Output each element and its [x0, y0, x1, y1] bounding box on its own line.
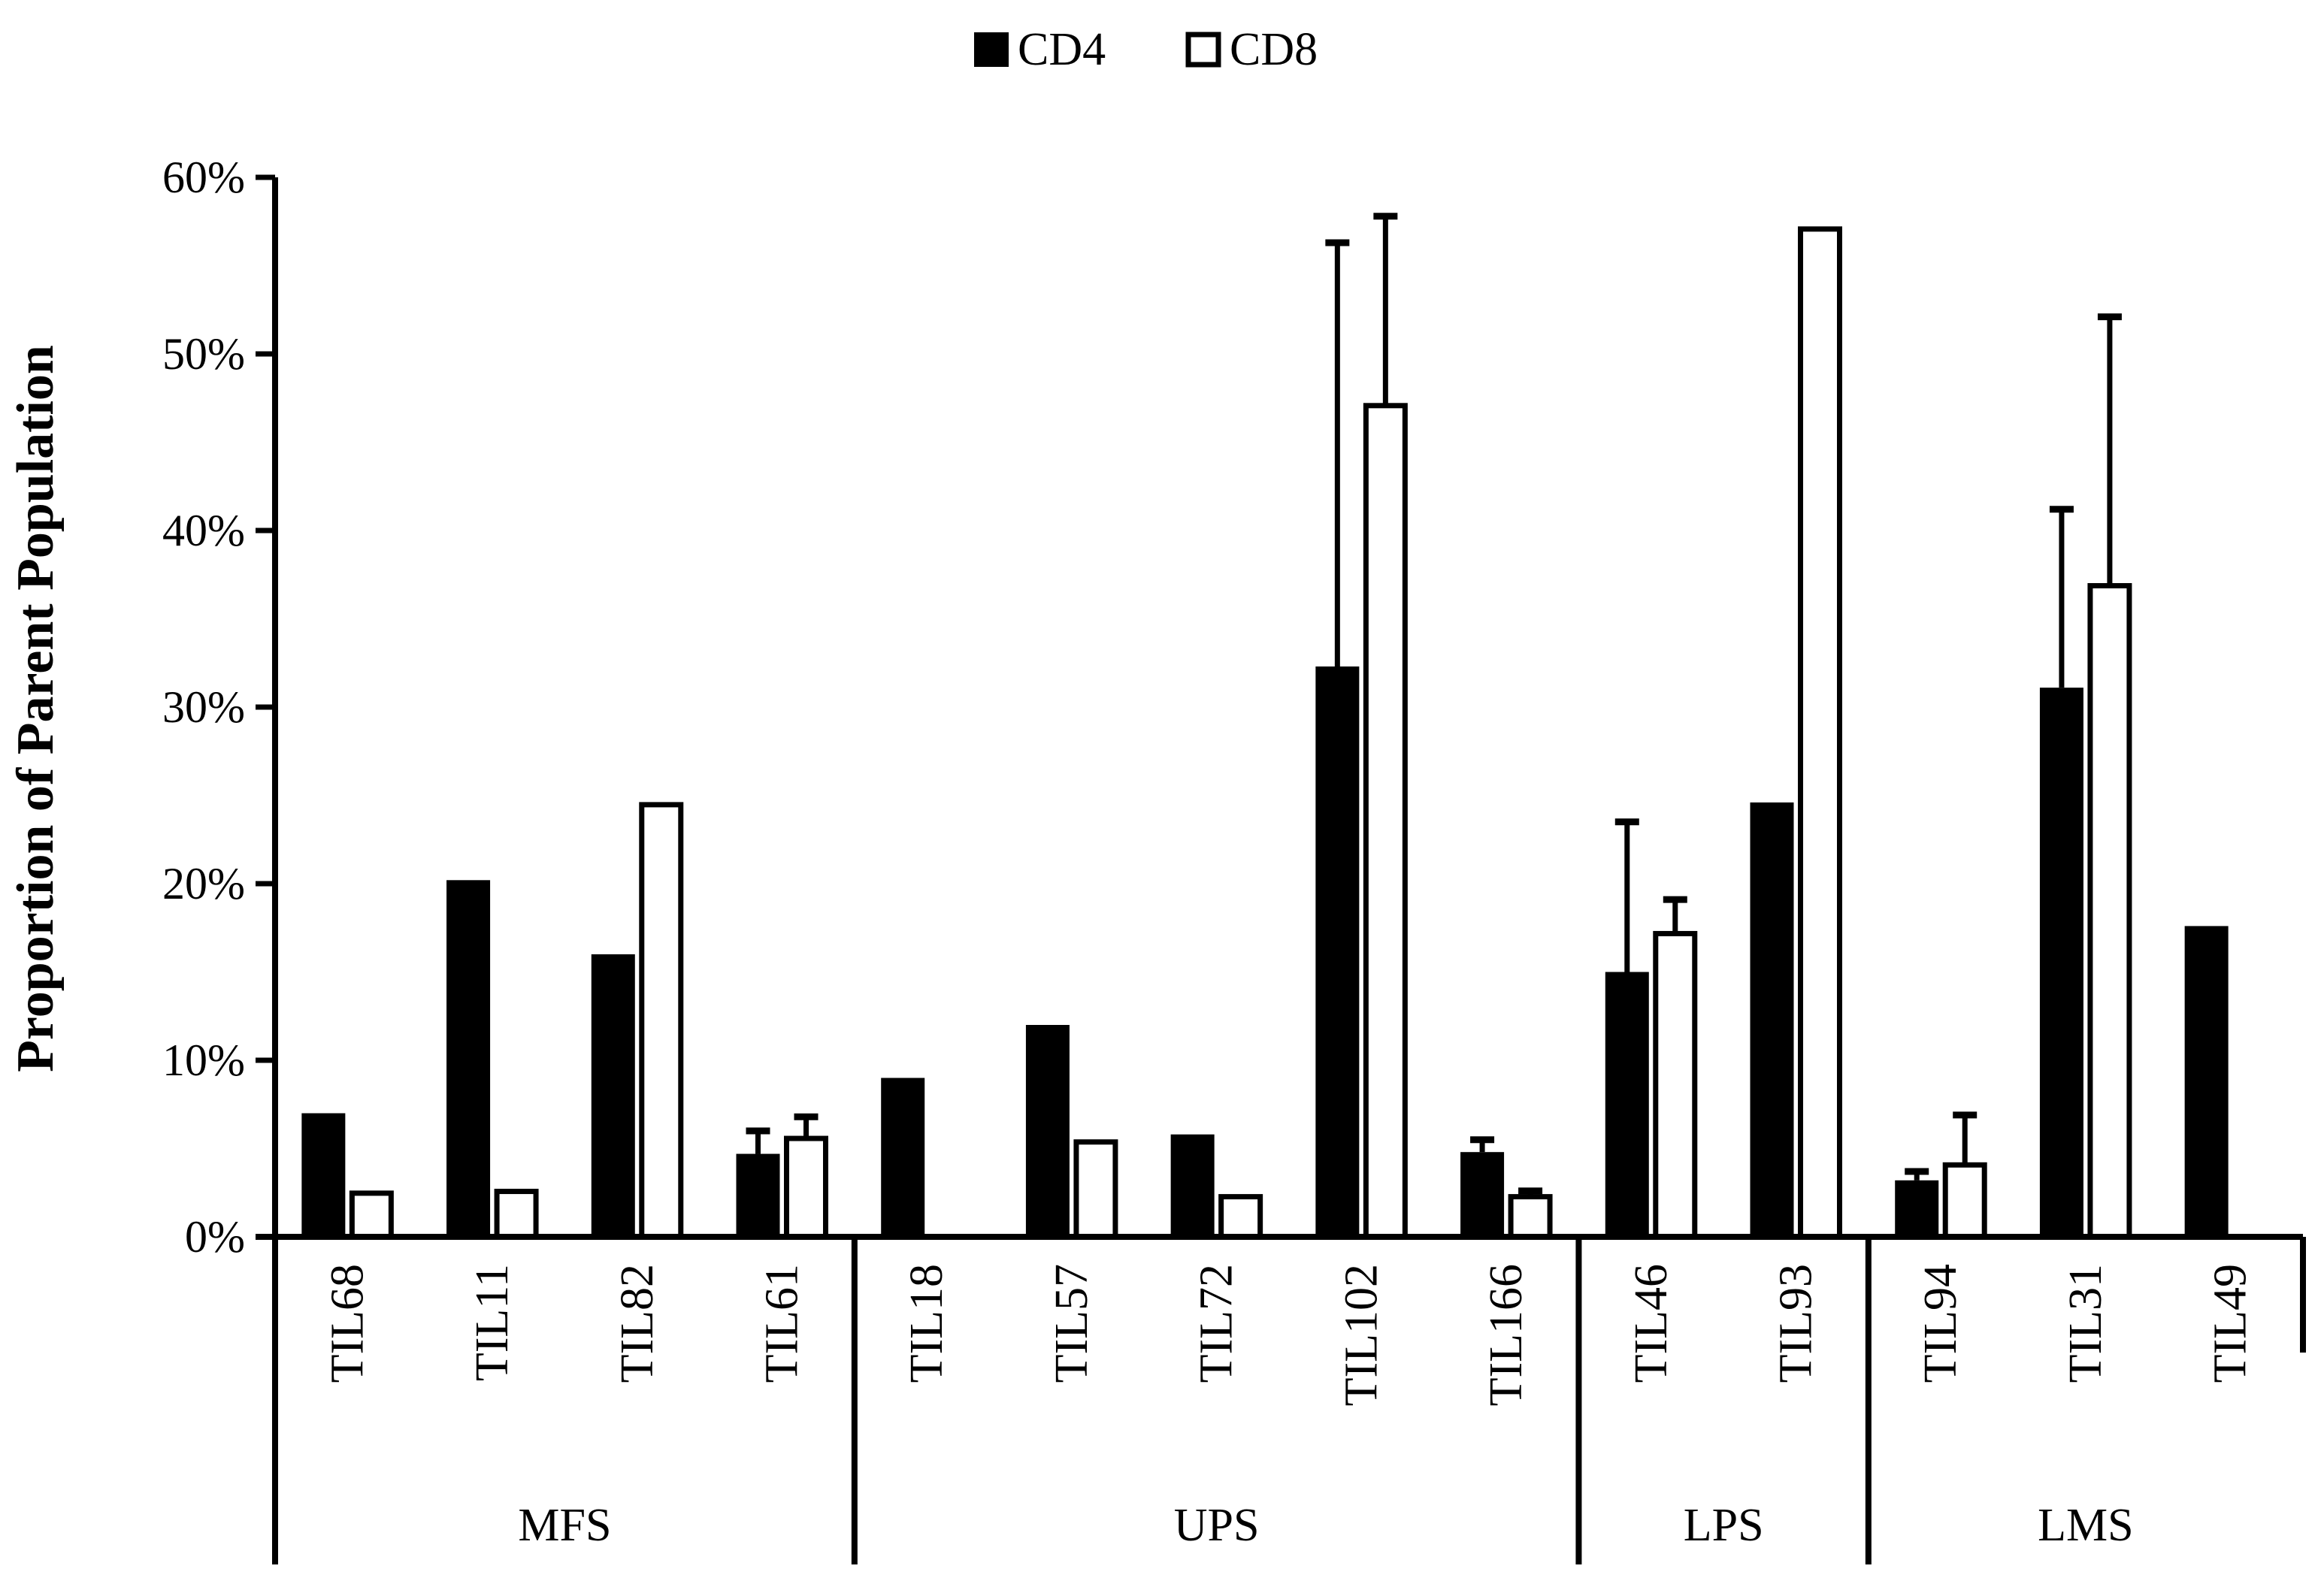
bar-cd8-til11	[494, 1189, 539, 1240]
group-label-mfs: MFS	[518, 1500, 611, 1551]
category-label-til11: TIL11	[467, 1264, 518, 1381]
bar-cd8-til57	[1073, 1139, 1118, 1240]
bars	[301, 226, 2229, 1240]
bar-cd4-til49	[2184, 926, 2229, 1237]
category-label-til166: TIL166	[1481, 1264, 1532, 1406]
y-tick-label: 10%	[162, 1035, 245, 1085]
category-label-til18: TIL18	[901, 1264, 952, 1383]
bar-cd8-til72	[1218, 1194, 1263, 1240]
bar-cd8-til102	[1363, 403, 1408, 1240]
category-label-til82: TIL82	[612, 1264, 663, 1383]
bar-cd4-til102	[1315, 666, 1360, 1237]
legend-label-cd4: CD4	[1018, 24, 1106, 75]
category-label-til31: TIL31	[2060, 1264, 2111, 1383]
bar-cd8-til93	[1798, 226, 1842, 1240]
bar-cd4-til18	[881, 1078, 925, 1237]
group-label-ups: UPS	[1174, 1500, 1260, 1551]
bar-cd8-til31	[2087, 583, 2132, 1240]
y-tick-label: 50%	[162, 329, 245, 379]
bar-cd4-til166	[1460, 1152, 1505, 1237]
bar-cd4-til82	[591, 954, 635, 1237]
category-label-til46: TIL46	[1626, 1264, 1677, 1383]
bar-cd8-til94	[1942, 1162, 1987, 1240]
bar-cd8-til166	[1508, 1194, 1553, 1240]
category-label-til68: TIL68	[322, 1264, 373, 1383]
y-tick-label: 60%	[162, 153, 245, 202]
legend-swatch-cd4	[974, 32, 1009, 67]
bar-cd4-til31	[2039, 688, 2083, 1237]
category-label-til94: TIL94	[1915, 1264, 1966, 1383]
category-label-til93: TIL93	[1771, 1264, 1822, 1383]
error-bars	[746, 213, 2122, 1195]
bar-cd4-til72	[1170, 1134, 1215, 1237]
bar-cd4-til11	[446, 880, 491, 1237]
bar-cd8-til68	[349, 1190, 394, 1240]
bar-cd4-til94	[1895, 1180, 1939, 1237]
bar-cd8-til61	[784, 1135, 828, 1240]
legend: CD4 CD8	[974, 24, 1318, 75]
legend-swatch-cd8	[1185, 32, 1221, 68]
y-axis-ticks: 0% 10% 20% 30% 40% 50% 60%	[162, 153, 275, 1262]
axes	[256, 177, 2306, 1564]
y-tick-label: 0%	[185, 1212, 245, 1262]
bar-cd4-til46	[1605, 972, 1649, 1237]
bar-cd4-til93	[1750, 802, 1794, 1237]
y-axis-label: Proportion of Parent Population	[7, 345, 65, 1072]
group-label-lps: LPS	[1684, 1500, 1764, 1551]
bar-cd4-til57	[1025, 1025, 1070, 1237]
category-label-til72: TIL72	[1191, 1264, 1242, 1383]
category-label-til61: TIL61	[757, 1264, 808, 1383]
group-labels: MFS UPS LPS LMS	[518, 1500, 2133, 1551]
bar-cd4-til68	[301, 1113, 346, 1237]
category-label-til102: TIL102	[1336, 1264, 1387, 1406]
y-tick-label: 20%	[162, 859, 245, 908]
bar-cd8-til46	[1653, 930, 1698, 1240]
legend-label-cd8: CD8	[1230, 24, 1318, 75]
category-label-til49: TIL49	[2205, 1264, 2256, 1383]
category-label-til57: TIL57	[1046, 1264, 1097, 1383]
y-tick-label: 30%	[162, 682, 245, 732]
y-tick-label: 40%	[162, 506, 245, 555]
category-labels: TIL68 TIL11 TIL82 TIL61 TIL18 TIL57 TIL72 TIL10…	[322, 1264, 2256, 1406]
bar-cd8-til82	[639, 802, 684, 1240]
group-label-lms: LMS	[2038, 1500, 2133, 1551]
bar-cd4-til61	[736, 1153, 780, 1237]
